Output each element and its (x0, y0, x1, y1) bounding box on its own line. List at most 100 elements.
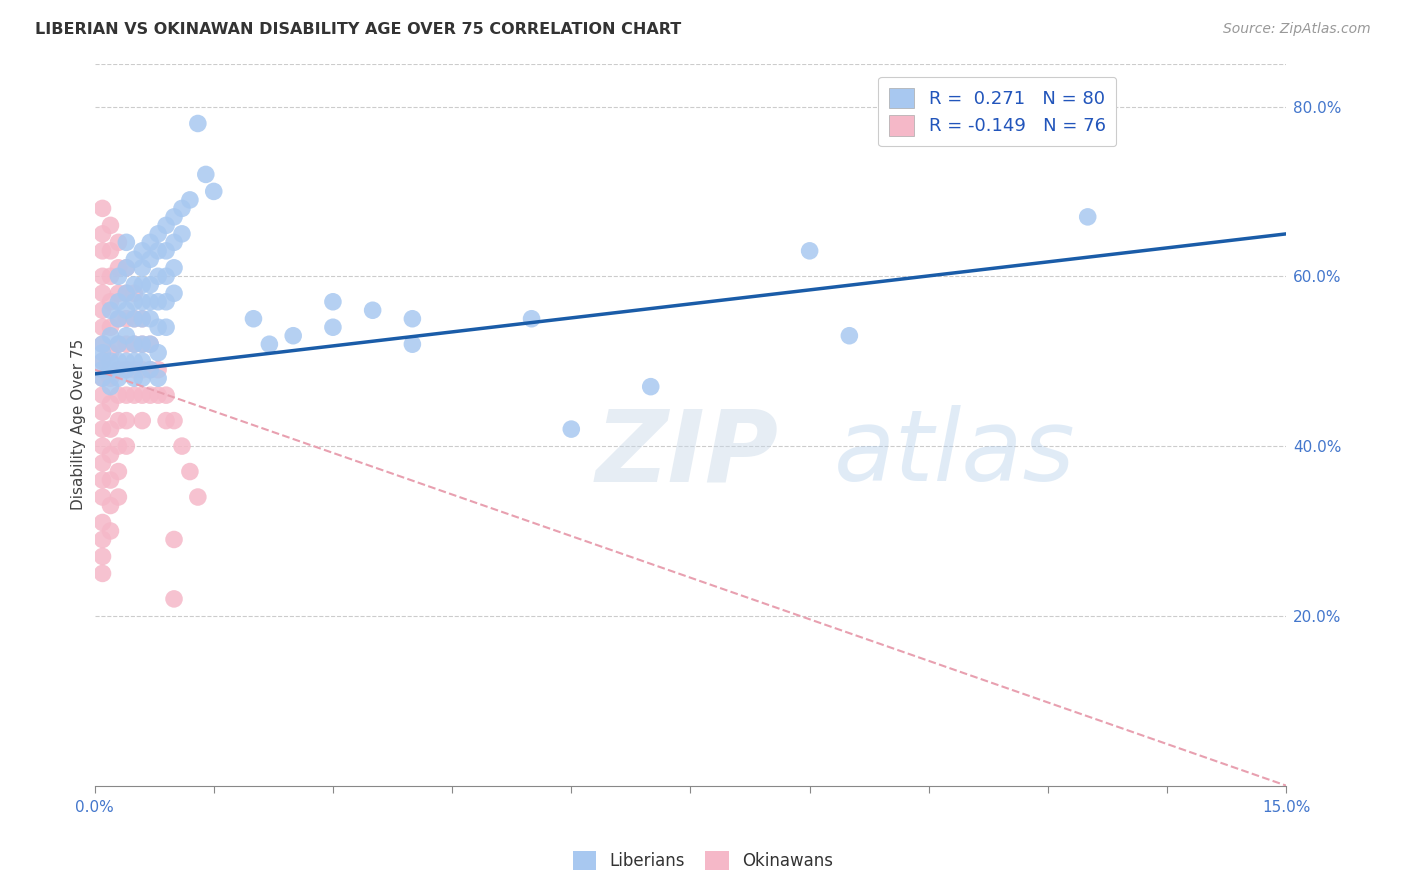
Point (107, 294, 129, 309)
Point (91, 533, 114, 547)
Point (100, 354, 122, 368)
Point (115, 235, 138, 250)
Point (131, 354, 153, 368)
Point (139, 235, 162, 250)
Point (115, 303, 138, 318)
Point (91, 490, 114, 504)
Point (115, 286, 138, 301)
Text: Source: ZipAtlas.com: Source: ZipAtlas.com (1223, 22, 1371, 37)
Point (124, 362, 146, 376)
Point (401, 311, 423, 326)
Point (100, 219, 122, 233)
Point (163, 260, 186, 275)
Point (146, 244, 169, 258)
Point (146, 294, 169, 309)
Point (115, 337, 138, 351)
Point (91, 362, 114, 376)
Point (107, 337, 129, 351)
Point (100, 371, 122, 385)
Point (107, 269, 129, 284)
Point (100, 397, 122, 411)
Point (401, 337, 423, 351)
Point (179, 193, 201, 207)
Legend: R =  0.271   N = 80, R = -0.149   N = 76: R = 0.271 N = 80, R = -0.149 N = 76 (877, 77, 1116, 146)
Point (91, 337, 114, 351)
Point (131, 244, 153, 258)
Text: LIBERIAN VS OKINAWAN DISABILITY AGE OVER 75 CORRELATION CHART: LIBERIAN VS OKINAWAN DISABILITY AGE OVER… (35, 22, 682, 37)
Point (131, 260, 153, 275)
Point (131, 311, 153, 326)
Point (91, 286, 114, 301)
Point (131, 371, 153, 385)
Point (139, 337, 162, 351)
Point (91, 244, 114, 258)
Point (131, 388, 153, 402)
Point (131, 311, 153, 326)
Point (170, 202, 193, 216)
Point (322, 320, 344, 334)
Point (115, 388, 138, 402)
Point (100, 362, 122, 376)
Point (115, 286, 138, 301)
Point (155, 320, 177, 334)
Point (107, 371, 129, 385)
Point (179, 465, 201, 479)
Point (131, 337, 153, 351)
Point (139, 337, 162, 351)
Point (131, 362, 153, 376)
Point (107, 362, 129, 376)
Point (91, 405, 114, 419)
Point (91, 337, 114, 351)
Point (107, 414, 129, 428)
Legend: Liberians, Okinawans: Liberians, Okinawans (567, 844, 839, 877)
Point (91, 549, 114, 564)
Point (107, 439, 129, 453)
Point (91, 320, 114, 334)
Point (146, 345, 169, 359)
Point (139, 311, 162, 326)
Point (107, 311, 129, 326)
Point (107, 337, 129, 351)
Point (124, 294, 146, 309)
Point (100, 473, 122, 487)
Point (163, 414, 186, 428)
Point (115, 354, 138, 368)
Point (146, 320, 169, 334)
Point (100, 269, 122, 284)
Point (100, 448, 122, 462)
Y-axis label: Disability Age Over 75: Disability Age Over 75 (72, 339, 86, 510)
Point (155, 269, 177, 284)
Point (139, 252, 162, 267)
Point (100, 244, 122, 258)
Point (91, 345, 114, 359)
Point (283, 328, 305, 343)
Point (170, 439, 193, 453)
Point (131, 277, 153, 292)
Point (163, 210, 186, 224)
Point (124, 311, 146, 326)
Point (100, 422, 122, 436)
Point (107, 286, 129, 301)
Text: ZIP: ZIP (595, 405, 778, 502)
Point (1077, 210, 1099, 224)
Point (139, 362, 162, 376)
Point (146, 388, 169, 402)
Point (91, 227, 114, 241)
Point (124, 252, 146, 267)
Point (124, 311, 146, 326)
Point (259, 337, 281, 351)
Point (124, 337, 146, 351)
Point (115, 260, 138, 275)
Point (322, 294, 344, 309)
Point (91, 566, 114, 581)
Point (163, 235, 186, 250)
Point (155, 414, 177, 428)
Point (131, 337, 153, 351)
Point (146, 371, 169, 385)
Point (107, 354, 129, 368)
Point (100, 499, 122, 513)
Point (91, 202, 114, 216)
Point (100, 303, 122, 318)
Point (170, 227, 193, 241)
Point (187, 116, 209, 130)
